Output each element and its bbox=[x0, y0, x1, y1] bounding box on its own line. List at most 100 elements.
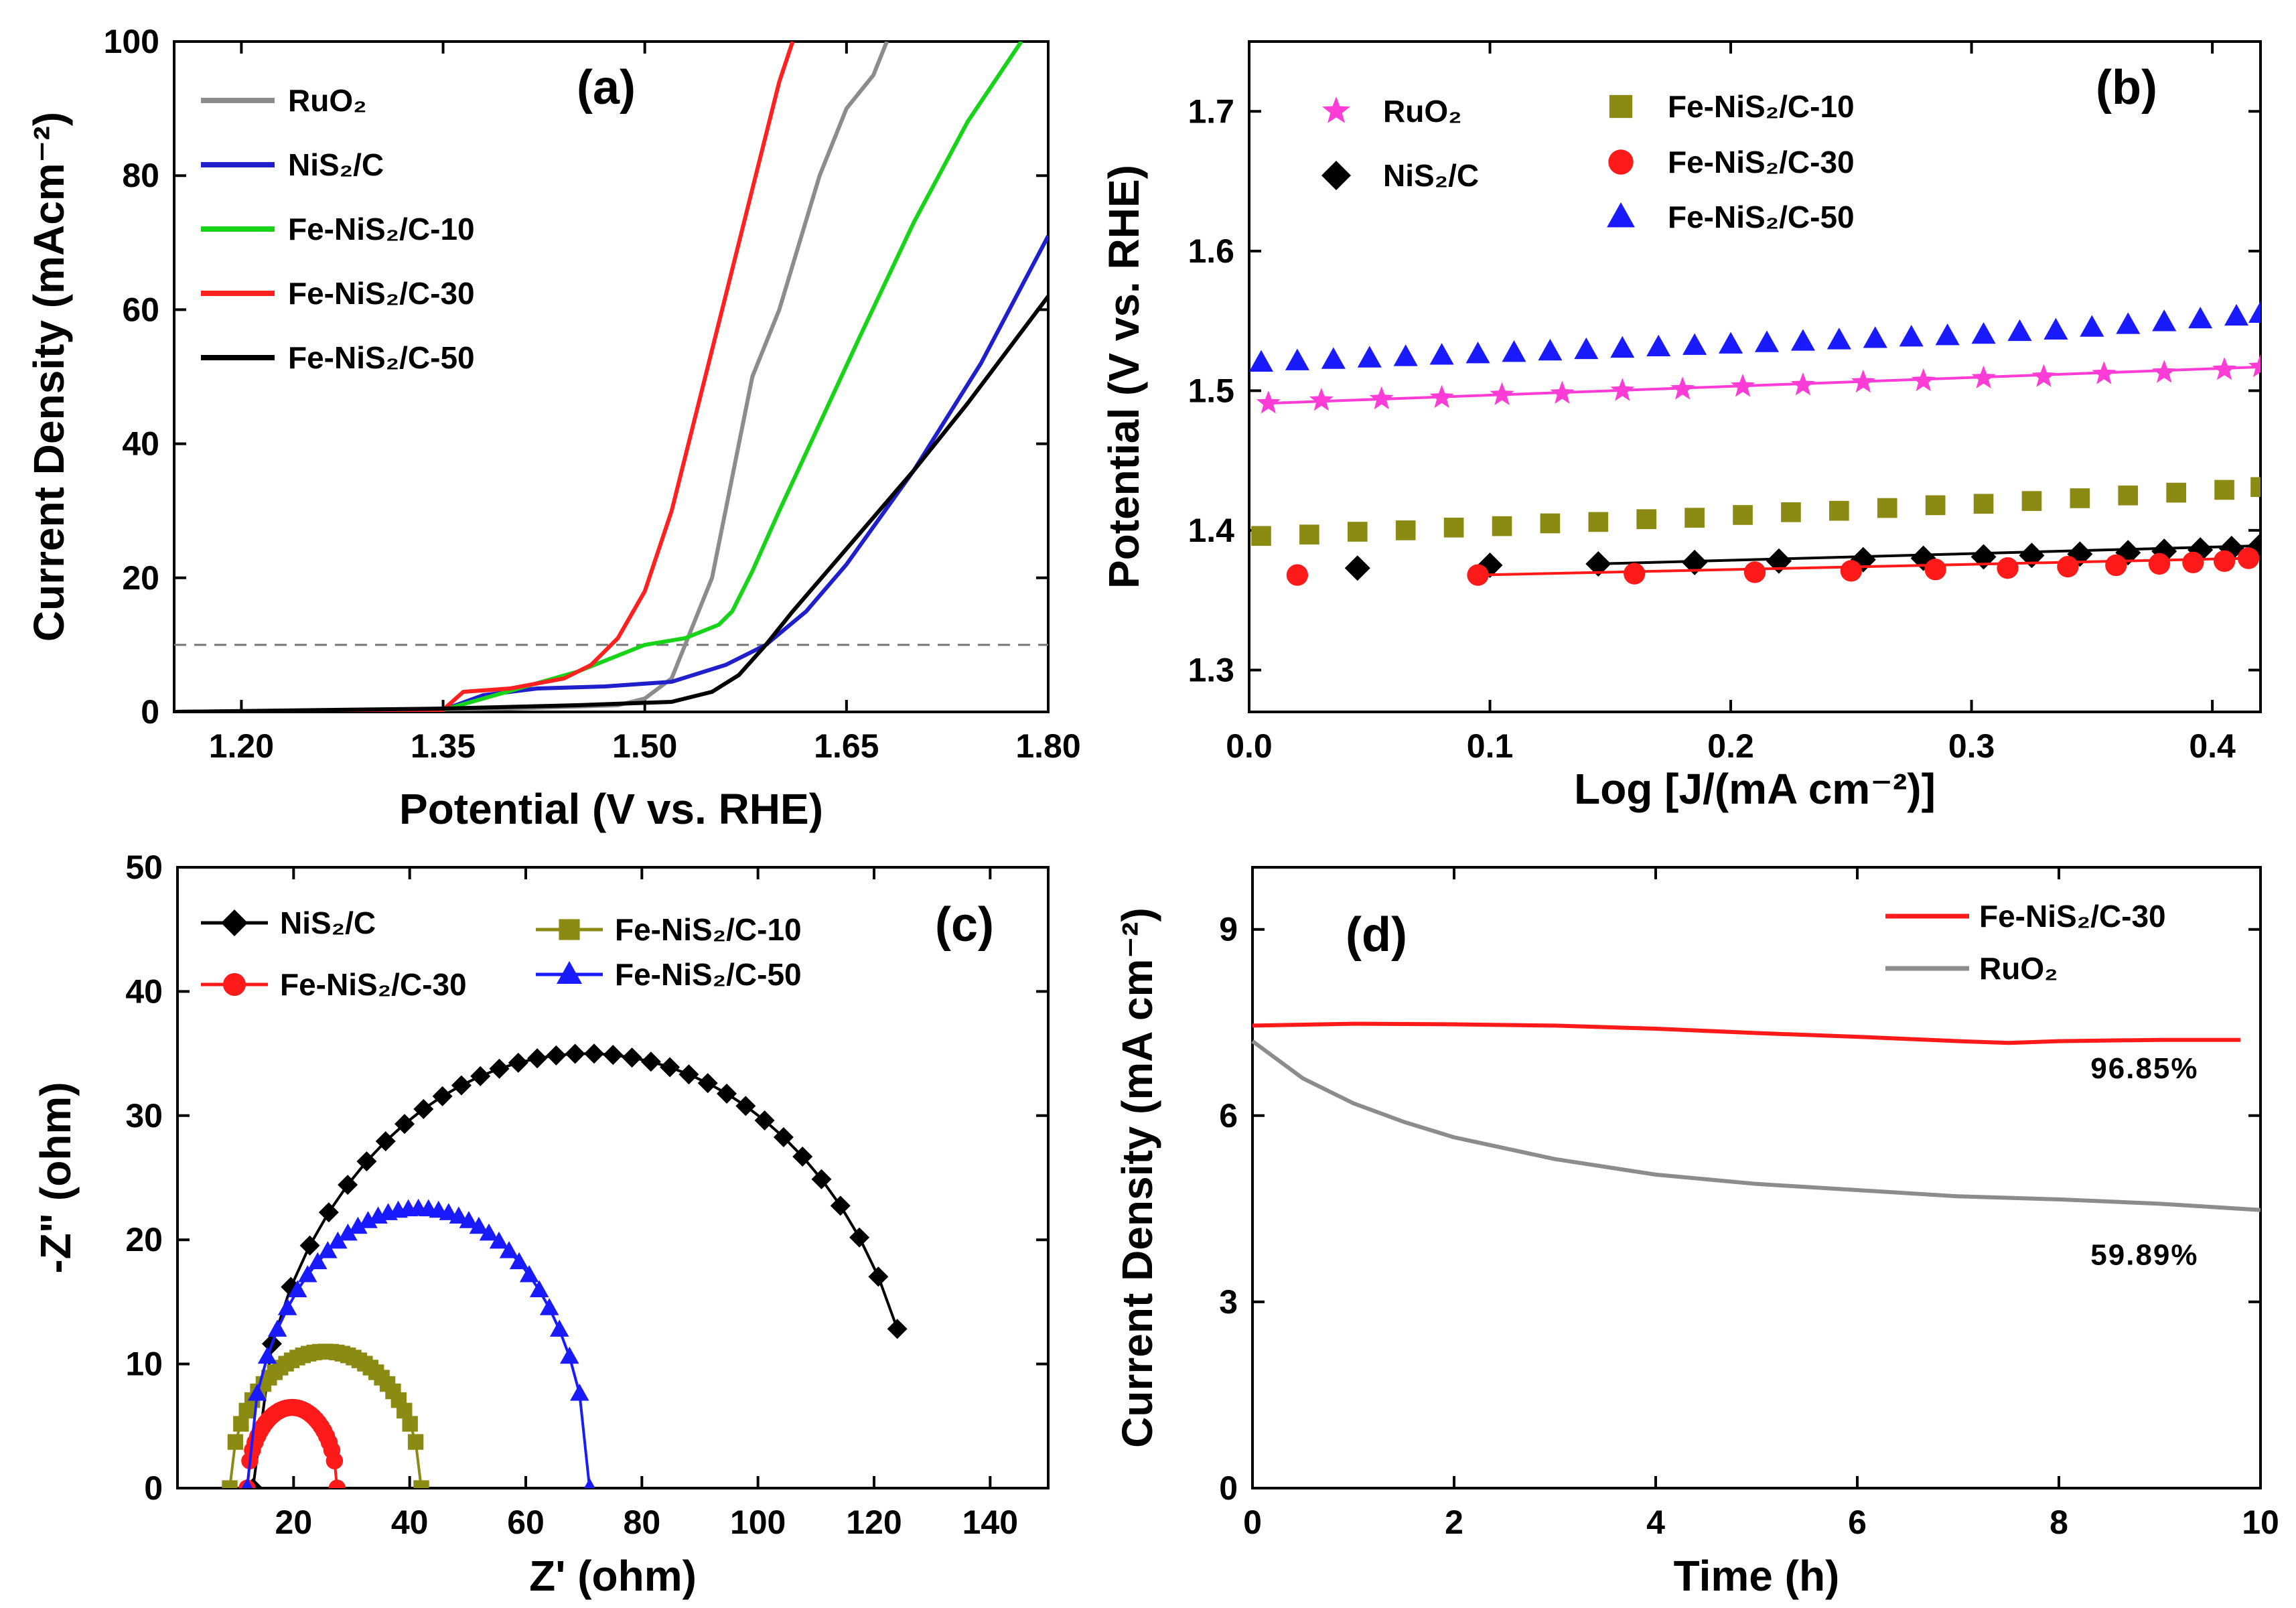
data-point bbox=[413, 1480, 429, 1488]
x-tick-label: 1.65 bbox=[814, 727, 879, 765]
data-point bbox=[1465, 342, 1490, 364]
panel-b: 0.0 0.1 0.2 0.3 0.4 1.3 1.4 1.5 1.6 1.7 Log [J/(mA… bbox=[1100, 40, 2262, 813]
data-point bbox=[735, 1096, 756, 1116]
data-point bbox=[1429, 384, 1454, 409]
data-point bbox=[227, 1434, 244, 1450]
data-point bbox=[1538, 338, 1563, 361]
data-point bbox=[1925, 495, 1946, 516]
data-point bbox=[299, 1235, 320, 1256]
data-point bbox=[849, 1227, 870, 1248]
data-point bbox=[2152, 309, 2177, 332]
data-point bbox=[1299, 524, 1319, 544]
series-ruo bbox=[1256, 354, 2261, 414]
x-tick-label: 60 bbox=[507, 1504, 545, 1541]
data-point bbox=[449, 1206, 469, 1224]
x-axis-title: Time (h) bbox=[1674, 1552, 1840, 1600]
data-point bbox=[459, 1211, 479, 1228]
data-point bbox=[570, 1384, 589, 1401]
data-point bbox=[2021, 491, 2042, 511]
data-point bbox=[1344, 555, 1370, 581]
series-line-fe-nis-c-30 bbox=[1252, 1021, 2240, 1045]
data-point bbox=[640, 1051, 661, 1072]
data-point bbox=[1251, 526, 1271, 546]
y-axis-title: -Z" (ohm) bbox=[31, 1082, 80, 1273]
x-tick-label: 10 bbox=[2242, 1504, 2279, 1541]
data-point bbox=[2212, 357, 2237, 380]
panel-c: 20 40 60 80 100 120 140 0 10 20 30 40 50 Z' (ohm) -Z" … bbox=[31, 849, 1050, 1600]
x-tick-label: 0.4 bbox=[2189, 727, 2236, 765]
data-point bbox=[1588, 512, 1609, 532]
data-point bbox=[2248, 354, 2261, 378]
data-point bbox=[318, 1202, 339, 1223]
x-tick-label: 1.80 bbox=[1015, 727, 1080, 765]
series-nis-c bbox=[242, 1043, 908, 1488]
data-point bbox=[1585, 551, 1611, 577]
data-point bbox=[356, 1151, 377, 1172]
data-point bbox=[328, 1231, 348, 1249]
data-point bbox=[499, 1241, 519, 1258]
data-point bbox=[1971, 365, 1996, 388]
data-point bbox=[527, 1048, 548, 1069]
y-tick-label: 1.3 bbox=[1188, 651, 1234, 688]
y-tick-label: 9 bbox=[1219, 911, 1238, 948]
y-tick-label: 1.7 bbox=[1188, 92, 1234, 130]
series-line-ruo bbox=[174, 42, 889, 712]
y-tick-label: 50 bbox=[125, 849, 163, 886]
y-axis-title: Current Density (mA cm⁻²) bbox=[1113, 907, 1161, 1448]
data-point bbox=[2213, 550, 2236, 572]
data-point bbox=[257, 1346, 277, 1364]
data-point bbox=[489, 1231, 509, 1249]
data-point bbox=[1935, 323, 1960, 346]
x-tick-label: 0.2 bbox=[1707, 727, 1754, 765]
legend-label-nis-c: NiS₂/C bbox=[288, 147, 384, 182]
data-point bbox=[1754, 330, 1780, 352]
data-point bbox=[508, 1052, 528, 1073]
data-point bbox=[583, 1478, 595, 1488]
data-point bbox=[222, 1480, 238, 1488]
legend-label-fe-nis-c-50: Fe-NiS₂/C-50 bbox=[615, 957, 802, 992]
data-point bbox=[358, 1211, 378, 1228]
data-point bbox=[469, 1216, 489, 1234]
y-tick-label: 100 bbox=[104, 23, 159, 60]
data-point bbox=[2224, 303, 2249, 326]
y-tick-label: 0 bbox=[144, 1469, 163, 1507]
data-point bbox=[451, 1075, 472, 1096]
legend-label-fe-nis-c-30: Fe-NiS₂/C-30 bbox=[280, 967, 467, 1002]
data-point bbox=[2250, 477, 2261, 498]
data-point bbox=[1540, 513, 1561, 534]
y-axis-title: Current Density (mAcm⁻²) bbox=[25, 112, 73, 642]
y-tick-label: 1.5 bbox=[1188, 372, 1234, 409]
data-point bbox=[1973, 494, 1994, 514]
series-fe-nis-c-50 bbox=[241, 1198, 595, 1488]
plot-frame-d bbox=[1251, 866, 2262, 1489]
data-point bbox=[1790, 329, 1815, 351]
x-tick-label: 1.50 bbox=[612, 727, 677, 765]
data-point bbox=[717, 1083, 737, 1104]
data-point bbox=[1636, 509, 1657, 530]
data-point bbox=[1733, 505, 1753, 525]
data-point bbox=[402, 1416, 418, 1432]
data-point bbox=[546, 1045, 567, 1066]
data-point bbox=[308, 1252, 328, 1270]
data-point bbox=[2080, 315, 2104, 337]
legend-label-nis-c: NiS₂/C bbox=[1383, 158, 1479, 193]
series-fe-nis-c-10 bbox=[1251, 477, 2261, 546]
data-point bbox=[1971, 321, 1996, 344]
data-point bbox=[1321, 347, 1346, 369]
series-fe-nis-c-50 bbox=[1249, 301, 2261, 372]
data-point bbox=[2148, 553, 2171, 575]
data-point bbox=[2057, 555, 2079, 578]
x-tick-label: 120 bbox=[846, 1504, 902, 1541]
data-point bbox=[1826, 327, 1851, 350]
data-point bbox=[1684, 508, 1705, 528]
legend-label-ruo: RuO₂ bbox=[1383, 94, 1462, 129]
data-point bbox=[1877, 498, 1897, 518]
data-point bbox=[1851, 369, 1875, 393]
data-point bbox=[2214, 480, 2234, 500]
x-tick-label: 2 bbox=[1445, 1504, 1463, 1541]
data-point bbox=[1682, 549, 1708, 575]
legend-marker-ruo bbox=[1322, 96, 1350, 123]
legend-label-fe-nis-c-50: Fe-NiS₂/C-50 bbox=[1668, 200, 1855, 234]
data-point bbox=[1443, 517, 1464, 538]
data-point bbox=[1624, 563, 1646, 585]
